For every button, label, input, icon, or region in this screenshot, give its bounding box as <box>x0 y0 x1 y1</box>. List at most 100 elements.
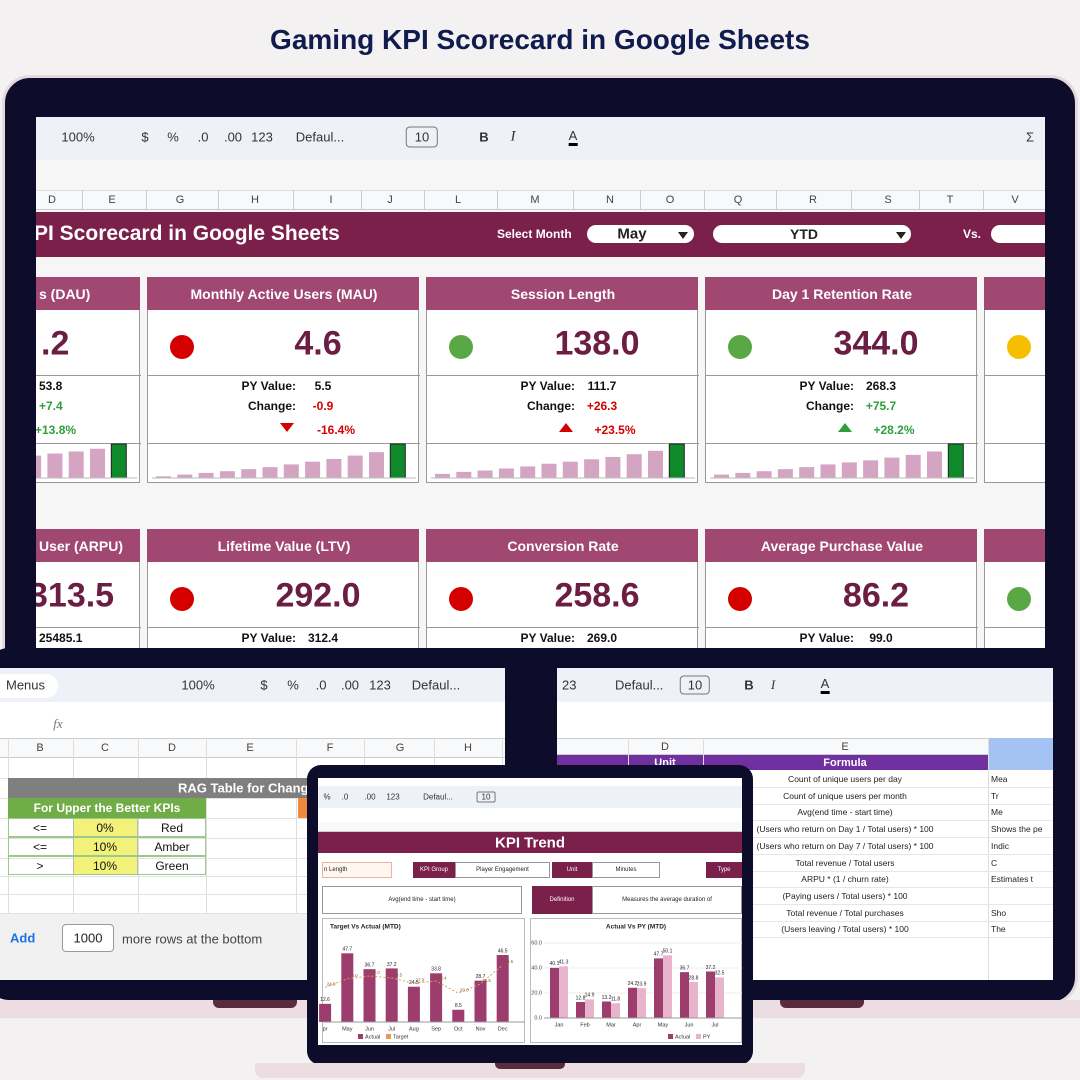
data-label: 27.0 <box>416 977 425 982</box>
card-header <box>36 529 140 562</box>
trend-bar <box>241 469 257 478</box>
trend-bar <box>36 455 42 478</box>
formula-text: Total revenue / Total users <box>795 857 895 868</box>
bar <box>654 958 663 1018</box>
divider <box>427 375 699 376</box>
field-value: Measures the average duration of <box>622 897 712 903</box>
change-value: +7.4 <box>39 399 63 413</box>
toolbar-item: .00 <box>223 129 243 145</box>
data-label: 24.0 <box>327 982 336 987</box>
bar <box>559 966 568 1018</box>
py-value: 269.0 <box>586 631 618 645</box>
section-header <box>8 798 206 818</box>
value-cell <box>592 862 660 878</box>
toolbar-item: .0 <box>341 792 349 802</box>
dropdown <box>587 225 694 243</box>
trend-bar <box>262 467 278 478</box>
column-divider <box>704 190 705 210</box>
bar <box>363 969 376 1022</box>
column-header: E <box>246 742 254 754</box>
page-title: Gaming KPI Scorecard in Google Sheets <box>270 24 810 55</box>
grid-line <box>0 894 505 895</box>
data-label: 20.0 <box>460 987 469 992</box>
card-title: Lifetime Value (LTV) <box>217 538 351 554</box>
toolbar-item: 10 <box>405 126 439 148</box>
grid-line <box>206 738 207 913</box>
grid-line <box>557 937 1053 939</box>
column-header: V <box>1011 194 1019 206</box>
legend-label: Target <box>393 1034 409 1040</box>
trend-bar <box>562 461 578 478</box>
column-divider <box>360 190 362 210</box>
field-label: KPI Group <box>419 867 449 873</box>
column-header: B <box>36 742 44 754</box>
rows-input-value: 1000 <box>73 930 103 946</box>
table-cell: Amber <box>154 840 190 854</box>
toolbar-item: 123 <box>386 792 400 802</box>
formula-icon: fx <box>53 716 63 731</box>
data-label: 36.7 <box>680 965 690 971</box>
toolbar-item: B <box>479 129 489 145</box>
py-label: PY Value: <box>799 379 854 393</box>
column-divider <box>640 190 641 210</box>
trend-bar <box>47 453 63 478</box>
field-label: Unit <box>566 867 578 873</box>
formula-text: ARPU * (1 / churn rate) <box>801 874 889 885</box>
trend-bar <box>648 450 663 478</box>
x-tick-label: Dec <box>498 1026 508 1032</box>
toolbar-item: $ <box>141 129 149 145</box>
data-label: 12.8 <box>576 995 586 1001</box>
toolbar-item: Defaul... <box>411 677 461 693</box>
trend-bar <box>456 471 472 478</box>
label-cell <box>706 862 742 878</box>
trend-bar <box>626 454 642 478</box>
x-tick-label: Feb <box>580 1022 589 1028</box>
grid-line <box>557 887 1053 889</box>
toolbar-item: Σ <box>1025 129 1035 145</box>
card-title: Average Purchase Value <box>760 538 924 554</box>
x-tick-label: Aug <box>409 1026 419 1032</box>
x-tick-label: Jul <box>711 1022 718 1028</box>
change-value: +26.3 <box>586 399 618 413</box>
grid-line <box>557 853 1053 855</box>
data-label: 28.4 <box>438 975 447 980</box>
column-divider <box>775 190 777 210</box>
data-label: 28.8 <box>689 975 699 981</box>
divider <box>36 627 141 628</box>
py-value: 268.3 <box>865 379 897 393</box>
kpi-value: 292.0 <box>275 576 361 615</box>
column-header-row <box>36 190 1045 210</box>
kpi-card <box>984 277 1045 483</box>
y-tick-label: 40.0 <box>531 965 542 971</box>
py-value: 53.8 <box>39 379 63 393</box>
trend-bar <box>477 470 493 478</box>
trend-bar <box>498 468 514 478</box>
bar <box>689 982 698 1018</box>
column-header: N <box>606 194 614 206</box>
trend-screen: % .0 .00 123 Defaul... 10 KPI Trend n Length KPI… <box>318 778 742 1045</box>
status-dot <box>728 587 752 611</box>
card-title: Session Length <box>510 286 616 302</box>
trend-bar <box>347 455 363 478</box>
column-header: Q <box>733 194 743 206</box>
divider <box>36 443 141 444</box>
data-label: 37.2 <box>706 965 716 971</box>
column-header: D <box>48 194 56 206</box>
field-value: Minutes <box>615 867 637 873</box>
py-label: PY Value: <box>520 631 575 645</box>
toolbar <box>318 786 742 808</box>
kpi-card: Session Length 138.0 PY Value: 111.7 Change:… <box>426 277 699 483</box>
field-label: Definition <box>549 897 575 903</box>
bar <box>637 988 646 1018</box>
kpi-value: 313.5 <box>36 576 115 615</box>
status-dot <box>1007 587 1031 611</box>
column-divider <box>982 190 984 210</box>
bar <box>576 1002 585 1018</box>
bar <box>385 968 398 1022</box>
toolbar-item: Defaul... <box>423 792 453 802</box>
column-divider <box>146 190 147 210</box>
py-value: 5.5 <box>314 379 332 393</box>
data-label: 30.5 <box>393 972 402 977</box>
table-cell: <= <box>32 840 48 854</box>
x-tick-label: May <box>342 1026 353 1032</box>
